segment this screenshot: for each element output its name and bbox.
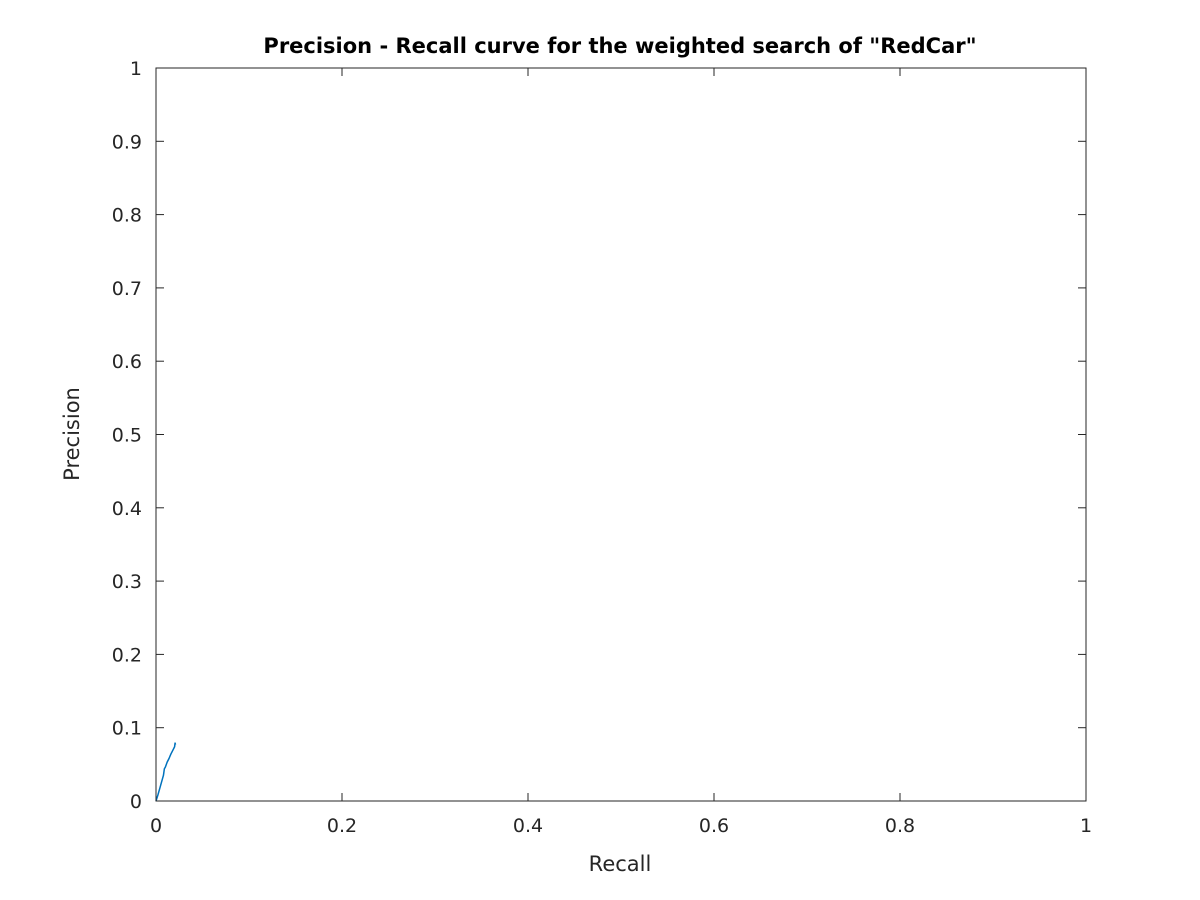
x-tick-label: 0.6	[699, 815, 729, 837]
y-tick-label: 0.4	[112, 498, 142, 520]
x-tick-label: 0.2	[327, 815, 357, 837]
y-tick-label: 0.6	[112, 351, 142, 373]
x-axis-label: Recall	[589, 852, 652, 876]
chart-title: Precision - Recall curve for the weighte…	[263, 34, 976, 58]
y-tick-label: 0.8	[112, 205, 142, 227]
y-axis-label: Precision	[60, 387, 84, 481]
y-tick-label: 0.2	[112, 644, 142, 666]
y-tick-label: 0.1	[112, 718, 142, 740]
x-tick-label: 0.8	[885, 815, 915, 837]
series-layer	[155, 742, 177, 802]
x-axis: 0 0.2 0.4 0.6 0.8 1	[150, 68, 1092, 837]
y-tick-label: 0.5	[112, 425, 142, 447]
y-tick-label: 1	[130, 58, 142, 80]
x-tick-label: 0.4	[513, 815, 543, 837]
x-tick-label: 1	[1080, 815, 1092, 837]
y-axis: 0 0.1 0.2 0.3 0.4 0.5 0.6 0.7 0.8 0.9 1	[112, 58, 1086, 813]
y-tick-label: 0.9	[112, 131, 142, 153]
x-tick-label: 0	[150, 815, 162, 837]
y-tick-label: 0	[130, 791, 142, 813]
y-tick-label: 0.7	[112, 278, 142, 300]
series-line-0	[155, 742, 177, 802]
y-tick-label: 0.3	[112, 571, 142, 593]
